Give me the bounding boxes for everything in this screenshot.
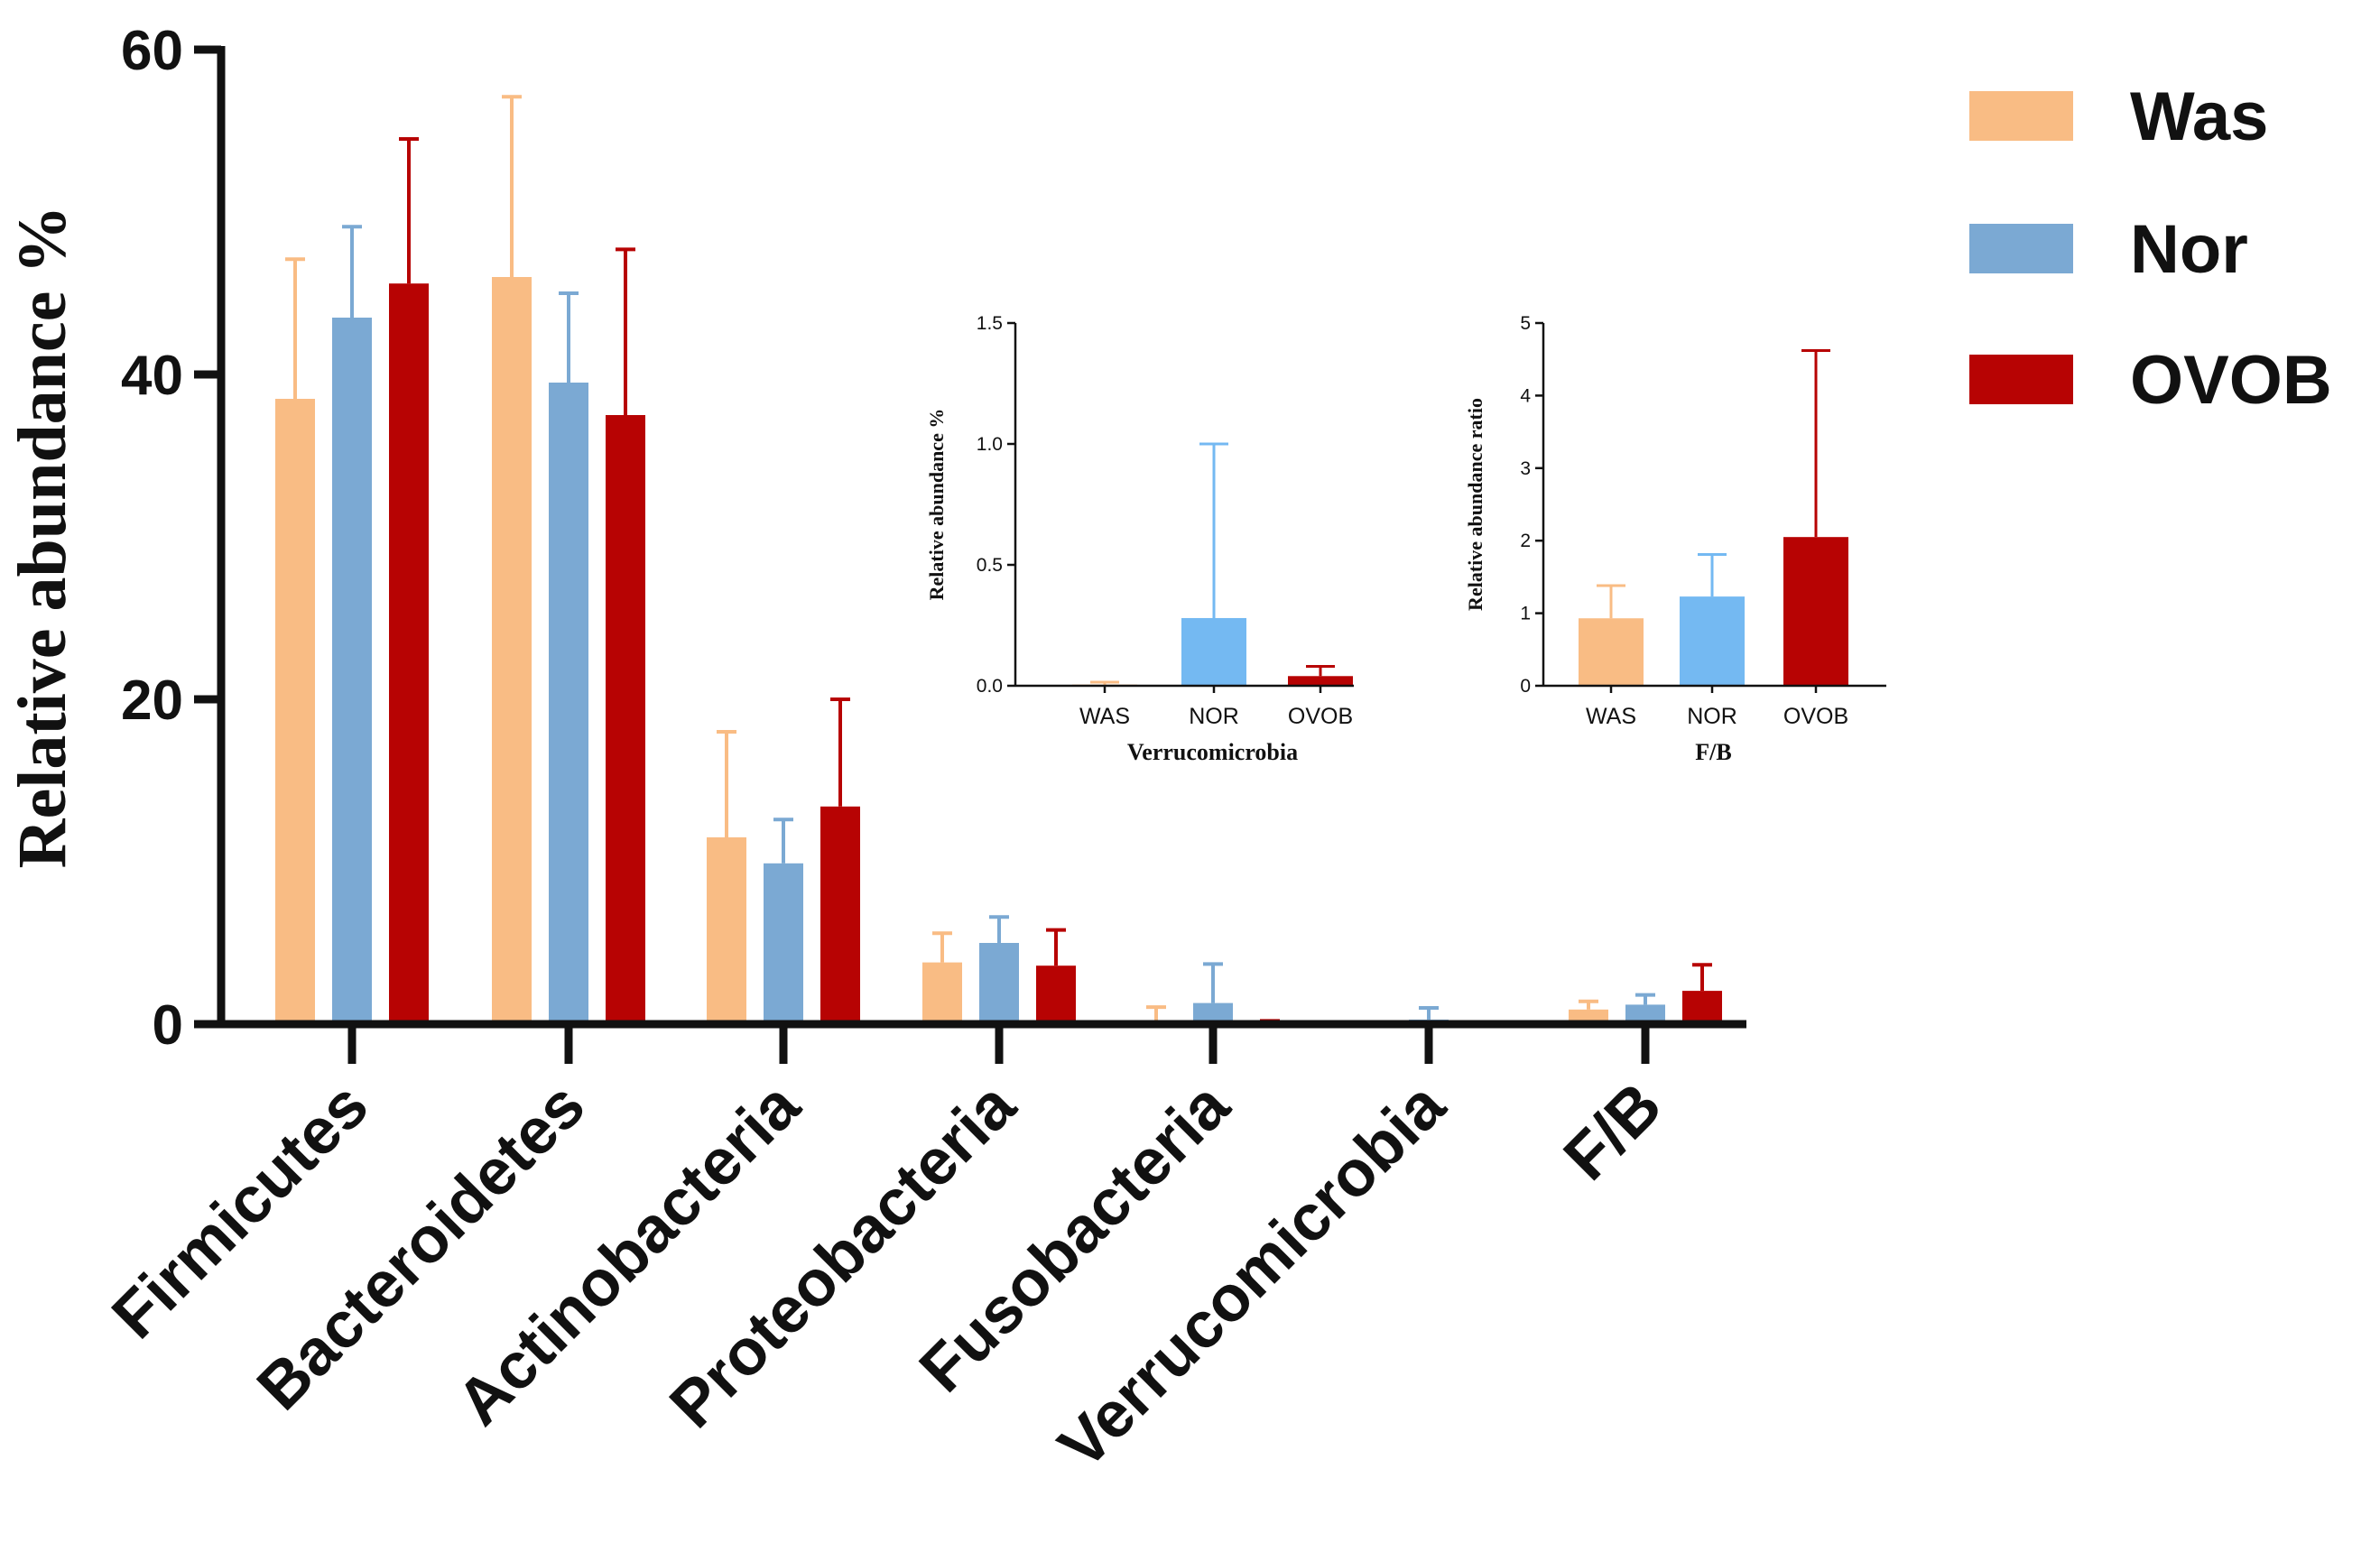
inset-category-label: OVOB: [1288, 704, 1353, 729]
bar-was-1: [492, 277, 532, 1024]
bar-nor-2: [764, 863, 803, 1024]
inset-x-title: Verrucomicrobia: [1127, 739, 1298, 765]
bar-was-3: [922, 962, 962, 1024]
inset-y-tick-label: 1.5: [977, 313, 1003, 334]
legend-label-ovob: OVOB: [2130, 342, 2332, 419]
inset-y-tick-label: 0.0: [977, 676, 1003, 697]
bar-ovob-1: [606, 415, 645, 1024]
legend-swatch-nor: [1969, 224, 2073, 273]
inset-bar-1: [1680, 596, 1745, 686]
bar-ovob-3: [1036, 965, 1076, 1024]
bar-nor-0: [332, 318, 372, 1024]
bar-nor-1: [549, 383, 588, 1024]
bar-was-0: [275, 399, 315, 1024]
bar-ovob-0: [389, 283, 429, 1024]
y-tick-label: 60: [121, 20, 183, 82]
y-tick-label: 0: [153, 994, 183, 1057]
inset-y-title: Relative abundance %: [925, 409, 948, 601]
inset-y-tick-label: 2: [1520, 531, 1531, 551]
inset-x-title: F/B: [1695, 739, 1731, 765]
legend-swatch-ovob: [1969, 355, 2073, 404]
inset-category-label: NOR: [1189, 704, 1239, 729]
legend-swatch-was: [1969, 91, 2073, 141]
inset-fb-ratio-chart: 0 1 2 3 4 5 WAS NOR OVOB F/B Relative abundance ra…: [1464, 313, 1886, 765]
inset-y-tick-label: 1: [1520, 604, 1531, 624]
inset-y-tick-label: 0: [1520, 676, 1531, 697]
inset-category-label: WAS: [1079, 704, 1130, 729]
category-label: Verrucomicrobia: [1045, 1068, 1459, 1483]
bar-nor-3: [979, 943, 1019, 1024]
inset-bar-1: [1181, 617, 1246, 686]
inset-y-tick-label: 4: [1520, 385, 1531, 406]
inset-category-label: WAS: [1586, 704, 1636, 729]
inset-bar-0: [1579, 618, 1644, 686]
inset-y-tick-label: 3: [1520, 458, 1531, 479]
bar-nor-4: [1193, 1002, 1233, 1024]
bar-ovob-6: [1682, 991, 1722, 1024]
y-axis-title: Relative abundance %: [5, 206, 80, 869]
inset-bar-2: [1783, 537, 1848, 686]
category-label: F/B: [1551, 1069, 1676, 1195]
bar-nor-6: [1625, 1004, 1665, 1024]
inset-verrucomicrobia-chart: 0.0 0.5 1.0 1.5 WAS NOR OVOB Verrucomicrobia Rel…: [925, 313, 1354, 765]
y-tick-label: 20: [121, 670, 183, 732]
inset-y-tick-label: 0.5: [977, 555, 1003, 576]
inset-y-title: Relative abundance ratio: [1464, 398, 1486, 611]
inset-category-label: OVOB: [1783, 704, 1848, 729]
inset-y-tick-label: 5: [1520, 313, 1531, 334]
bar-ovob-2: [820, 806, 860, 1024]
legend: Was Nor OVOB: [1969, 79, 2332, 419]
inset-category-label: NOR: [1687, 704, 1737, 729]
inset-bar-2: [1288, 676, 1353, 686]
legend-label-was: Was: [2130, 79, 2268, 155]
inset-y-tick-label: 1.0: [977, 434, 1003, 455]
bar-was-2: [707, 837, 746, 1024]
y-tick-label: 40: [121, 345, 183, 407]
legend-label-nor: Nor: [2130, 211, 2248, 288]
